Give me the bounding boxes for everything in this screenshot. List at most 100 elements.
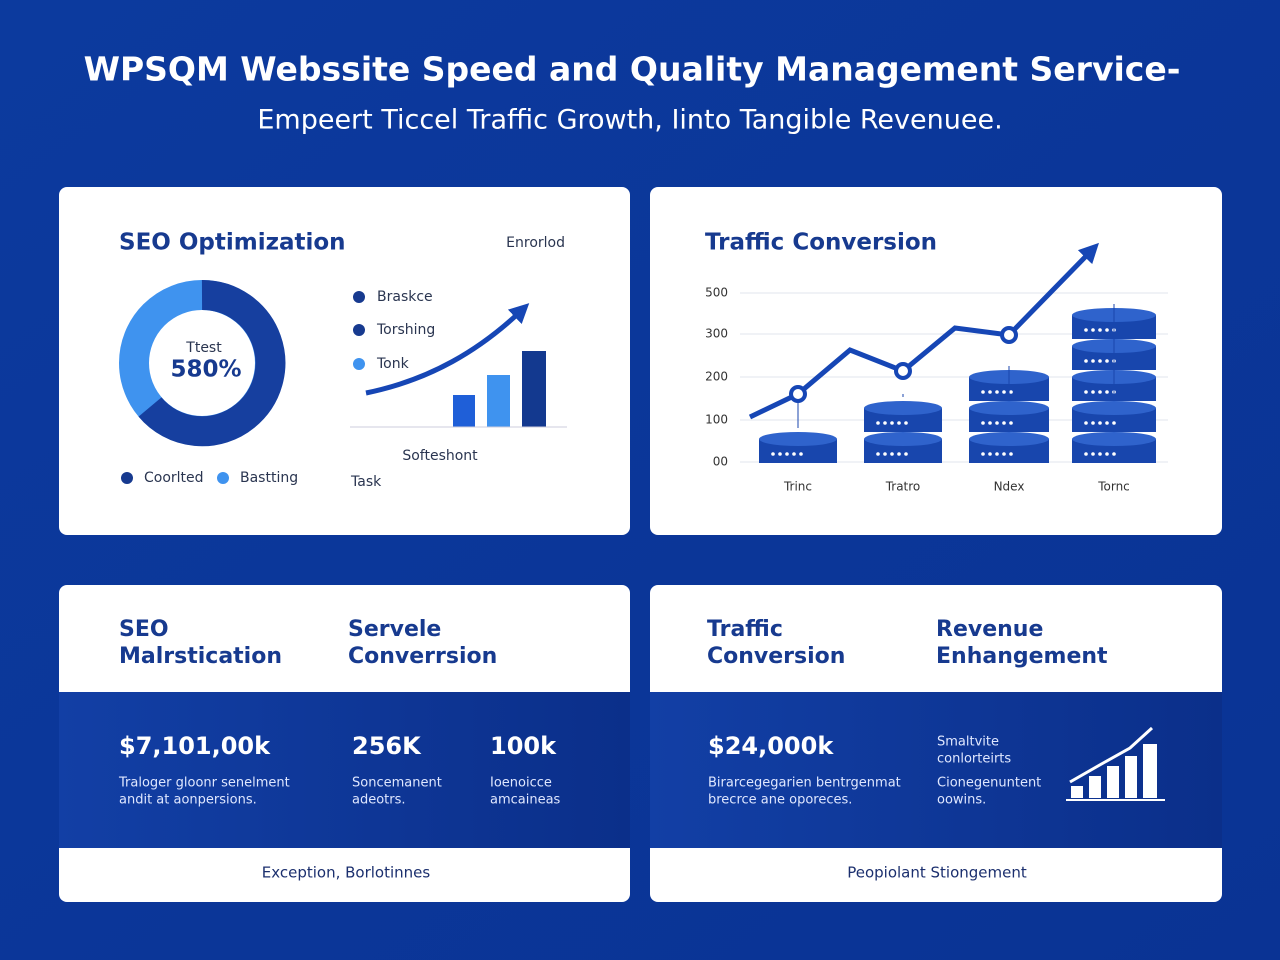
panel-heading: SEO: [119, 617, 169, 642]
title: WPSQM Webssite Speed and Quality Managem…: [84, 50, 1181, 89]
server-led: [1105, 390, 1109, 394]
stat-desc: adeotrs.: [352, 793, 406, 808]
x-tick-label: Tratro: [885, 480, 921, 494]
icon-line: [1069, 726, 1154, 784]
server-led: [1105, 328, 1109, 332]
legend-dot: [217, 472, 229, 484]
server-top: [1072, 401, 1156, 415]
server-led: [981, 452, 985, 456]
panel-heading: Conversion: [707, 644, 845, 669]
server-led: [883, 452, 887, 456]
stat-value: $24,000k: [708, 732, 834, 760]
server-led: [1091, 452, 1095, 456]
y-tick-label: 200: [705, 370, 728, 384]
server-led: [785, 452, 789, 456]
server-led: [1112, 452, 1116, 456]
chart-caption: Softeshont: [402, 448, 478, 464]
legend-dot: [121, 472, 133, 484]
trend-arrow: [365, 303, 530, 396]
stat-desc: Soncemanent: [352, 776, 442, 791]
server-led: [1091, 328, 1095, 332]
y-tick-label: 100: [705, 413, 728, 427]
y-tick-label: 300: [705, 327, 728, 341]
server-led: [1098, 452, 1102, 456]
icon-bars: [1071, 744, 1157, 798]
panel-heading: Malrstication: [119, 644, 282, 669]
server-led: [897, 421, 901, 425]
server-led: [1009, 452, 1013, 456]
server-led: [988, 390, 992, 394]
trend-point: [894, 362, 912, 380]
x-tick-label: Tornc: [1097, 480, 1130, 494]
y-tick-label: 500: [705, 286, 728, 300]
panel-heading: Traffic: [707, 617, 783, 642]
legend-label: Bastting: [240, 470, 298, 486]
card: [59, 187, 630, 535]
server-led: [1091, 421, 1095, 425]
server-led: [995, 452, 999, 456]
server-led: [1084, 359, 1088, 363]
server-led: [876, 452, 880, 456]
server-top: [969, 432, 1049, 446]
bar-icon: [522, 351, 546, 427]
x-tick-label: Ndex: [994, 480, 1025, 494]
stat-value: $7,101,00k: [119, 732, 271, 760]
card-tag: Enrorlod: [506, 235, 565, 251]
donut-segment: [138, 279, 286, 447]
donut-value: 580%: [170, 357, 241, 383]
server-led: [904, 452, 908, 456]
server-led: [883, 421, 887, 425]
card-title: Traffic Conversion: [705, 230, 937, 256]
server-led: [792, 452, 796, 456]
server-led: [1084, 421, 1088, 425]
legend-dot: [353, 291, 365, 303]
server-led: [995, 390, 999, 394]
bar-icon: [453, 395, 475, 427]
subtitle: Empeert Ticcel Traffic Growth, Iinto Tan…: [257, 105, 1002, 136]
server-led: [1002, 390, 1006, 394]
donut-label: Ttest: [185, 340, 222, 356]
bar-icon: [487, 375, 510, 427]
y-tick-label: 00: [713, 455, 728, 469]
server-led: [1084, 390, 1088, 394]
panel-heading: Revenue: [936, 617, 1043, 642]
stat-desc: Traloger gloonr senelment: [118, 776, 290, 791]
stat-desc: Birarcegegarien bentrgenmat: [708, 776, 901, 791]
server-led: [1105, 359, 1109, 363]
server-led: [1098, 328, 1102, 332]
server-top: [759, 432, 837, 446]
server-led: [1105, 452, 1109, 456]
panel-footer: Peopiolant Stiongement: [847, 864, 1027, 882]
legend-dot: [353, 358, 365, 370]
server-led: [1084, 452, 1088, 456]
traffic-chart: 500 300 200 100 00 Trinc Tratro Ndex Tornc: [705, 242, 1168, 494]
stat-desc: Ioenoicce: [490, 776, 552, 791]
server-top: [864, 432, 942, 446]
legend-label: Braskce: [377, 289, 433, 305]
stat-value: 100k: [490, 732, 557, 760]
server-led: [897, 452, 901, 456]
panel-band: [59, 692, 630, 848]
server-top: [969, 401, 1049, 415]
legend-label: Torshing: [376, 322, 435, 338]
legend-label: Tonk: [376, 356, 410, 372]
server-led: [890, 452, 894, 456]
server-led: [1009, 421, 1013, 425]
note: Smaltvite: [937, 735, 999, 750]
server-led: [1002, 452, 1006, 456]
server-led: [995, 421, 999, 425]
server-top: [864, 401, 942, 415]
server-led: [1009, 390, 1013, 394]
note: Cionegenuntent: [937, 776, 1041, 791]
trend-point: [1000, 326, 1018, 344]
server-led: [778, 452, 782, 456]
server-led: [1098, 421, 1102, 425]
note: conlorteirts: [937, 752, 1011, 767]
legend-label: Coorlted: [144, 470, 204, 486]
server-led: [981, 390, 985, 394]
server-led: [1091, 359, 1095, 363]
card-title: SEO Optimization: [119, 230, 346, 256]
note: oowins.: [937, 793, 986, 808]
